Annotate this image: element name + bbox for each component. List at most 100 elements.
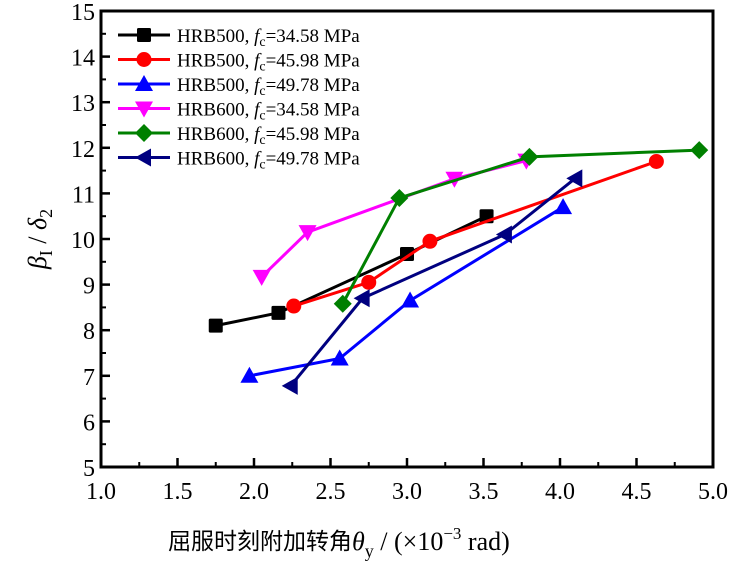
data-point: [566, 169, 583, 188]
data-point: [690, 141, 709, 160]
data-point: [333, 294, 352, 313]
legend-label: HRB600, fc=34.58 MPa: [177, 100, 360, 124]
legend-fc-sub: c: [259, 158, 265, 173]
legend-label: HRB500, fc=34.58 MPa: [177, 26, 360, 50]
legend-suffix: =45.98 MPa: [266, 124, 361, 145]
legend-marker: [136, 52, 152, 67]
legend-marker: [135, 148, 151, 167]
x-tick-label: 4.5: [622, 479, 652, 505]
data-point: [252, 269, 271, 286]
series-2: [286, 153, 664, 314]
data-point: [648, 153, 664, 169]
series-line: [289, 177, 577, 387]
legend-label: HRB500, fc=45.98 MPa: [177, 51, 360, 75]
data-point: [495, 225, 512, 244]
legend-fc-sub: c: [259, 109, 265, 124]
y-title-sep: /: [23, 230, 52, 250]
y-title-sub1: I: [36, 250, 56, 256]
y-tick-label: 12: [71, 137, 95, 163]
legend-suffix: =34.58 MPa: [266, 26, 361, 47]
legend-fc: f: [254, 51, 262, 72]
series-line: [341, 148, 700, 305]
y-tick-label: 9: [83, 274, 95, 300]
x-tick-label: 4.0: [545, 479, 575, 505]
y-tick-label: 10: [71, 228, 95, 254]
legend-fc-sub: c: [259, 84, 265, 99]
data-point: [554, 198, 573, 215]
data-point: [390, 188, 409, 207]
legend-prefix: HRB500,: [177, 26, 254, 47]
data-point: [361, 274, 377, 290]
legend-prefix: HRB600,: [177, 124, 254, 145]
x-tick-label: 3.0: [392, 479, 422, 505]
legend-item: HRB600, fc=49.78 MPa: [118, 148, 360, 173]
legend-fc: f: [254, 124, 262, 145]
x-tick-label: 5.0: [698, 479, 728, 505]
legend-suffix: =49.78 MPa: [266, 75, 361, 96]
data-point: [298, 225, 317, 242]
series-3: [240, 198, 573, 383]
y-title-beta: β: [23, 256, 52, 270]
legend-item: HRB600, fc=34.58 MPa: [118, 100, 360, 124]
legend-suffix: =34.58 MPa: [266, 100, 361, 121]
ticks-layer: 1.0 1.5 2.0 2.5 3.0 3.5 4.0 4.5 5.0 5 6 7 8 9 10 11 12 13…: [71, 0, 728, 505]
y-title-sub2: 2: [36, 209, 56, 218]
legend-item: HRB500, fc=45.98 MPa: [118, 51, 360, 75]
data-point: [422, 233, 438, 249]
svg-text:θy / (×10−3 rad): θy / (×10−3 rad): [352, 524, 510, 561]
data-point: [271, 305, 286, 320]
legend-fc: f: [254, 75, 262, 96]
series-line: [249, 205, 564, 378]
legend-fc-sub: c: [259, 60, 265, 75]
legend-prefix: HRB500,: [177, 51, 254, 72]
x-tick-label: 1.0: [86, 479, 116, 505]
legend-fc: f: [254, 149, 262, 170]
x-axis-title: 屈服时刻附加转角 θy / (×10−3 rad): [168, 524, 510, 561]
legend-marker: [135, 75, 153, 91]
svg-text:βI / δ2: βI / δ2: [23, 209, 56, 270]
y-tick-label: 6: [83, 410, 95, 436]
data-point: [240, 366, 259, 383]
x-tick-label: 1.5: [163, 479, 193, 505]
x-tick-label: 2.0: [239, 479, 269, 505]
x-title-cn: 屈服时刻附加转角: [168, 529, 352, 555]
x-title-unit-suffix: rad): [461, 527, 509, 556]
y-tick-label: 13: [71, 91, 95, 117]
legend-label: HRB600, fc=49.78 MPa: [177, 149, 360, 173]
legend-suffix: =49.78 MPa: [266, 149, 361, 170]
legend-suffix: =45.98 MPa: [266, 51, 361, 72]
data-point: [520, 147, 539, 166]
x-tick-label: 2.5: [316, 479, 346, 505]
y-tick-label: 11: [72, 182, 95, 208]
legend-prefix: HRB600,: [177, 100, 254, 121]
data-point: [353, 289, 370, 308]
legend-fc-sub: c: [259, 35, 265, 50]
y-axis-title: βI / δ2: [23, 209, 56, 270]
series-layer: [208, 141, 709, 395]
legend-item: HRB500, fc=34.58 MPa: [118, 26, 360, 50]
data-point: [208, 318, 223, 333]
y-tick-label: 7: [83, 365, 95, 391]
y-tick-label: 15: [71, 0, 95, 26]
x-title-theta: θ: [352, 527, 365, 556]
legend-label: HRB500, fc=49.78 MPa: [177, 75, 360, 99]
legend-item: HRB500, fc=49.78 MPa: [118, 75, 360, 99]
series-6: [281, 169, 583, 395]
x-title-sub: y: [365, 541, 374, 561]
y-tick-label: 14: [71, 46, 95, 72]
series-5: [333, 141, 709, 313]
data-point: [281, 376, 298, 395]
legend-prefix: HRB600,: [177, 149, 254, 170]
legend-fc-sub: c: [259, 133, 265, 148]
legend-item: HRB600, fc=45.98 MPa: [118, 124, 360, 148]
data-point: [401, 291, 420, 308]
legend-marker: [137, 28, 151, 42]
data-point: [330, 349, 349, 366]
legend-marker: [135, 124, 153, 142]
y-title-delta: δ: [23, 217, 52, 230]
legend-prefix: HRB500,: [177, 75, 254, 96]
legend-fc: f: [254, 100, 262, 121]
series-line: [293, 160, 657, 308]
